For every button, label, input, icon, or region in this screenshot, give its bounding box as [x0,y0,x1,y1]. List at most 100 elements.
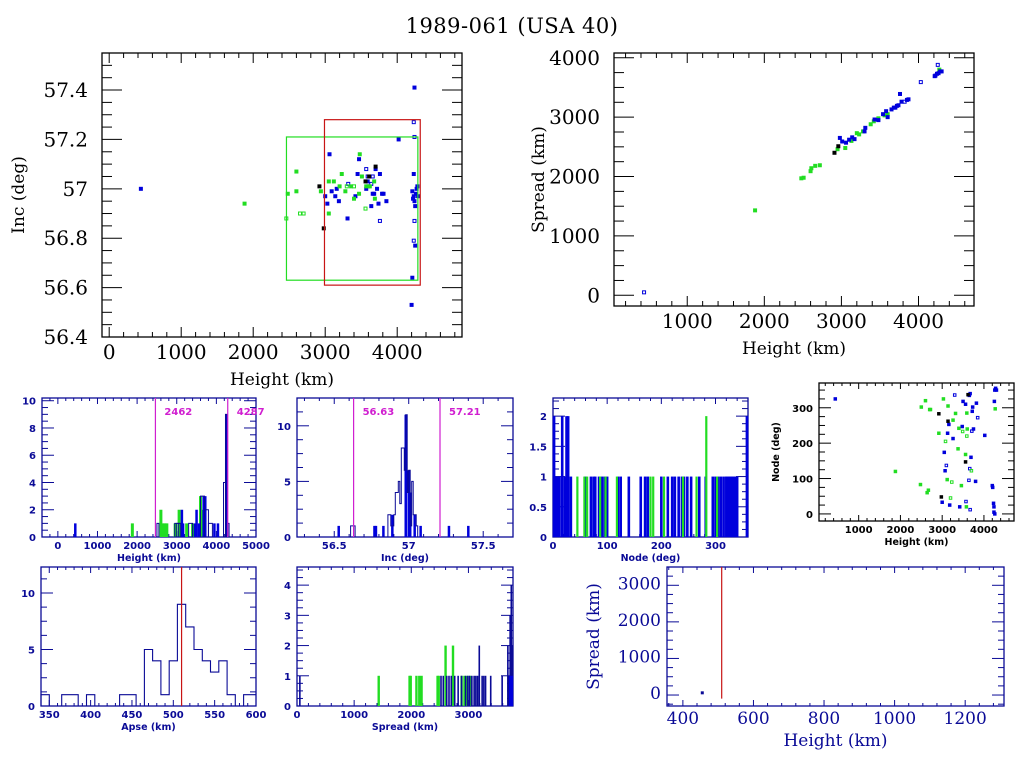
histogram-bar-green [420,675,423,706]
spread-vs-height-chart: 1000 2000 3000 4000 0 1000 2000 3000 4000 Height … [529,46,975,359]
histogram-bar-blue [563,476,567,537]
x-tick-label: 57 [402,541,416,552]
data-point [942,450,947,455]
data-point [369,204,374,209]
y-tick-label: 5 [28,645,35,656]
y-tick-label: 0 [540,533,547,544]
data-point [966,392,970,397]
data-point [937,431,941,435]
histogram-bar-green [444,645,447,706]
histogram-bar-blue [600,476,604,537]
data-point [321,226,326,231]
data-point [325,201,330,206]
y-tick-label: 4 [29,478,36,489]
data-point [294,189,299,194]
data-point [337,184,342,189]
x-tick-label: 3000 [816,309,867,333]
histogram-bin-outline [188,522,194,538]
spread-vs-height-zoom-chart: 400 600 800 1000 1200 0 1000 2000 3000 Height (km… [584,566,1005,751]
histogram-bar-blue [627,476,631,537]
data-point [951,418,955,422]
histogram-bar-green [652,476,655,537]
data-point-open [948,496,953,500]
x-tick-label: 1000 [662,309,713,333]
y-tick-label: 57 [63,177,88,201]
data-point-open [970,429,974,433]
data-point [355,172,360,177]
data-point [850,135,855,140]
x-axis-label: Height (km) [117,553,181,564]
histogram-bar-blue [666,476,670,537]
data-point [294,169,299,174]
data-point [801,175,806,180]
histogram-bar-blue [660,476,663,537]
histogram-bar-green [649,476,652,537]
histogram-bar-blue [216,523,220,537]
data-point [365,179,370,184]
data-point [876,118,881,123]
x-tick-label: 2000 [397,710,425,721]
histogram-bar-green [418,675,421,706]
y-tick-label: 0 [284,702,291,713]
x-axis-label: Apse (km) [121,722,175,733]
histogram-bar-blue [722,476,725,537]
histogram-bar-blue [689,476,693,537]
histogram-bar-blue [382,525,385,537]
histogram-bar-blue [484,675,487,706]
x-tick-label: 400 [667,709,699,729]
x-tick-label: 450 [122,710,143,721]
data-point-open [968,507,972,512]
data-point [317,184,322,189]
x-tick-label: 200 [651,541,672,552]
data-point [327,152,332,157]
data-point [413,204,418,209]
histogram-bar-green [716,476,719,537]
histogram-bar-blue [719,476,723,537]
data-point [411,194,416,199]
x-tick-label: 2000 [739,309,790,333]
x-tick-label: 600 [246,710,267,721]
data-point [885,115,890,120]
histogram-bar-green [599,476,602,537]
y-tick-label: 0 [284,533,291,544]
data-point [414,186,419,191]
data-point [352,196,356,201]
data-point-open [412,218,417,223]
histogram-bar-blue [481,675,483,706]
data-point [946,419,950,423]
data-point [964,505,969,509]
x-tick-label: 56.5 [322,541,347,552]
data-point [333,194,338,199]
data-point [965,411,969,415]
y-tick-label: 0 [587,283,600,307]
histogram-bar-blue [489,675,492,706]
y-tick-label: 1000 [618,647,661,667]
histogram-bar-blue [686,476,689,537]
histogram-bar-blue [467,675,469,706]
data-point [336,199,341,204]
data-point [956,447,960,451]
x-axis-label: Height (km) [230,370,334,390]
histogram-bar-green [576,476,579,537]
data-point [836,144,841,149]
histogram-bar-blue [202,496,205,537]
y-tick-label: 0.5 [529,503,547,514]
data-point [700,691,704,695]
histogram-bar-blue [639,476,643,537]
data-point [412,85,417,90]
data-point [410,189,415,194]
cut-marker-label: 4287 [237,407,265,418]
data-point [896,103,901,108]
data-point-open [964,499,968,504]
histogram-bar-blue [404,414,407,537]
y-axis-label: Spread (km) [529,126,549,233]
histogram-bar-blue [643,476,647,537]
histogram-bar-blue [299,675,301,706]
green-box [285,136,419,281]
data-point [372,191,377,196]
x-tick-label: 0 [103,340,116,364]
x-tick-label: 0 [550,541,557,552]
x-tick-label: 3000 [455,710,483,721]
y-tick-label: 57.4 [43,78,88,102]
data-point [373,167,378,172]
